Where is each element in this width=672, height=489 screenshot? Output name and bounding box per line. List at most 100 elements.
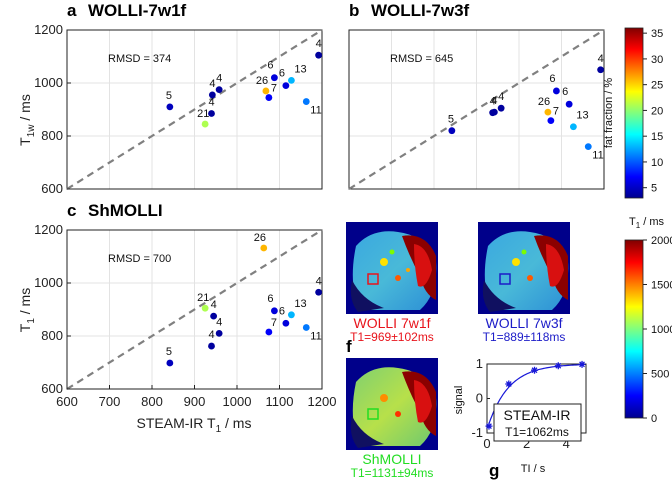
scatter-point: [260, 244, 268, 252]
panel-c-letter: c: [67, 201, 76, 220]
fat-colorbar-tick-label: 10: [651, 157, 663, 169]
point-label: 13: [294, 298, 306, 310]
panel-c-yticks: 600 800 1000 1200: [34, 222, 71, 396]
scatter-point: [265, 94, 273, 101]
curve-point: [554, 362, 562, 370]
t1-colorbar-tick-label: 2000: [651, 235, 672, 247]
panel-c-title: ShMOLLI: [88, 201, 163, 220]
map-d-roi: [367, 273, 379, 285]
panel-a-scatter: a WOLLI-7w1f RMSD = 374 600 800 1000 1200 T…: [17, 1, 323, 196]
map-d-value: T1=969±102ms: [350, 330, 434, 344]
fat-colorbar-gradient: [624, 27, 644, 199]
t1-colorbar-tick-label: 500: [651, 369, 669, 381]
map-d-image: [346, 222, 438, 314]
scatter-point: [215, 329, 223, 337]
scatter-point: [547, 117, 555, 125]
scatter-point: [584, 143, 592, 151]
g-y-tick-label: -1: [471, 425, 483, 440]
panel-a-rmsd: RMSD = 374: [108, 53, 171, 65]
point-label: 4: [209, 329, 215, 341]
scatter-point: [208, 342, 215, 350]
panel-g-legend-box: [493, 403, 582, 442]
scatter-point: [166, 359, 174, 367]
point-label: 5: [166, 90, 172, 102]
point-label: 6: [267, 60, 273, 72]
curve-point: [485, 422, 493, 430]
map-f-caption: ShMOLLI: [362, 451, 421, 467]
y-tick-label: 600: [41, 181, 63, 196]
fat-fraction-colorbar: 5 10 15 20 25 30 35 fat fraction / %: [603, 27, 663, 199]
point-label: 13: [294, 63, 306, 75]
point-label: 11: [310, 105, 321, 117]
panel-a-identity-line: [66, 29, 323, 190]
curve-point: [531, 366, 539, 374]
g-x-tick-label: 2: [523, 436, 530, 451]
point-label: 4: [598, 53, 604, 65]
point-label: 4: [216, 73, 222, 85]
scatter-point: [302, 324, 310, 331]
point-label: 5: [448, 114, 454, 126]
point-label: 7: [553, 106, 559, 118]
panel-b-grid: [349, 30, 604, 189]
scatter-point: [288, 311, 295, 319]
scatter-point: [315, 51, 322, 59]
fat-colorbar-tick-label: 15: [651, 131, 663, 143]
point-label: 26: [256, 75, 268, 87]
curve-point: [505, 380, 513, 388]
scatter-point: [553, 87, 560, 95]
x-tick-label: 600: [56, 394, 78, 409]
point-label: 4: [211, 299, 217, 311]
panel-c-scatter: c ShMOLLI RMSD = 700 600 800 1000 1200 600 7…: [17, 201, 336, 435]
point-label: 4: [209, 96, 215, 108]
panel-a-grid: [67, 30, 322, 189]
t1-colorbar-tick-label: 0: [651, 413, 657, 425]
x-tick-label: 1000: [223, 394, 252, 409]
x-tick-label: 800: [141, 394, 163, 409]
scatter-point: [448, 127, 456, 135]
scatter-point: [215, 86, 223, 94]
scatter-point: [262, 87, 270, 95]
panel-a-title: WOLLI-7w1f: [88, 1, 187, 20]
fat-colorbar-tick-label: 30: [651, 54, 663, 66]
scatter-point: [271, 307, 278, 315]
scatter-point: [565, 100, 573, 108]
point-label: 26: [538, 96, 550, 108]
t1-colorbar-tick-label: 1000: [651, 324, 672, 336]
panel-a-letter: a: [67, 1, 77, 20]
scatter-point: [208, 110, 215, 117]
panel-a-frame: [66, 29, 323, 190]
x-tick-label: 700: [99, 394, 121, 409]
panel-g-points: [485, 360, 586, 430]
map-e-wolli-7w3f: e WOLLI 7w3f T1=889±118ms: [478, 222, 570, 344]
panel-c-rmsd: RMSD = 700: [108, 253, 171, 265]
scatter-point: [282, 82, 290, 90]
map-f-value: T1=1131±94ms: [351, 466, 434, 480]
panel-b-frame: [348, 29, 605, 190]
fat-colorbar-tick-label: 35: [651, 28, 663, 40]
curve-point: [578, 360, 586, 368]
map-f-letter: f: [346, 337, 352, 356]
panel-a-yticks: 600 800 1000 1200: [34, 22, 71, 196]
x-tick-label: 1200: [308, 394, 337, 409]
map-e-roi: [499, 273, 511, 285]
point-label: 6: [267, 293, 273, 305]
point-label: 7: [271, 317, 277, 329]
fat-colorbar-tick-label: 5: [651, 183, 657, 195]
x-tick-label: 1100: [266, 394, 294, 409]
point-label: 21: [197, 108, 209, 120]
panel-g-title: STEAM-IR: [504, 407, 571, 423]
t1-colorbar-title: T1 / ms: [629, 216, 665, 230]
y-tick-label: 1000: [34, 275, 63, 290]
panel-b-rmsd: RMSD = 645: [390, 53, 453, 65]
panel-g-letter: g: [489, 461, 499, 480]
y-tick-label: 600: [41, 381, 63, 396]
panel-c-xlabel: STEAM-IR T1 / ms: [137, 415, 252, 435]
y-tick-label: 800: [41, 128, 63, 143]
panel-b-title: WOLLI-7w3f: [371, 1, 470, 20]
g-x-tick-label: 0: [483, 436, 490, 451]
